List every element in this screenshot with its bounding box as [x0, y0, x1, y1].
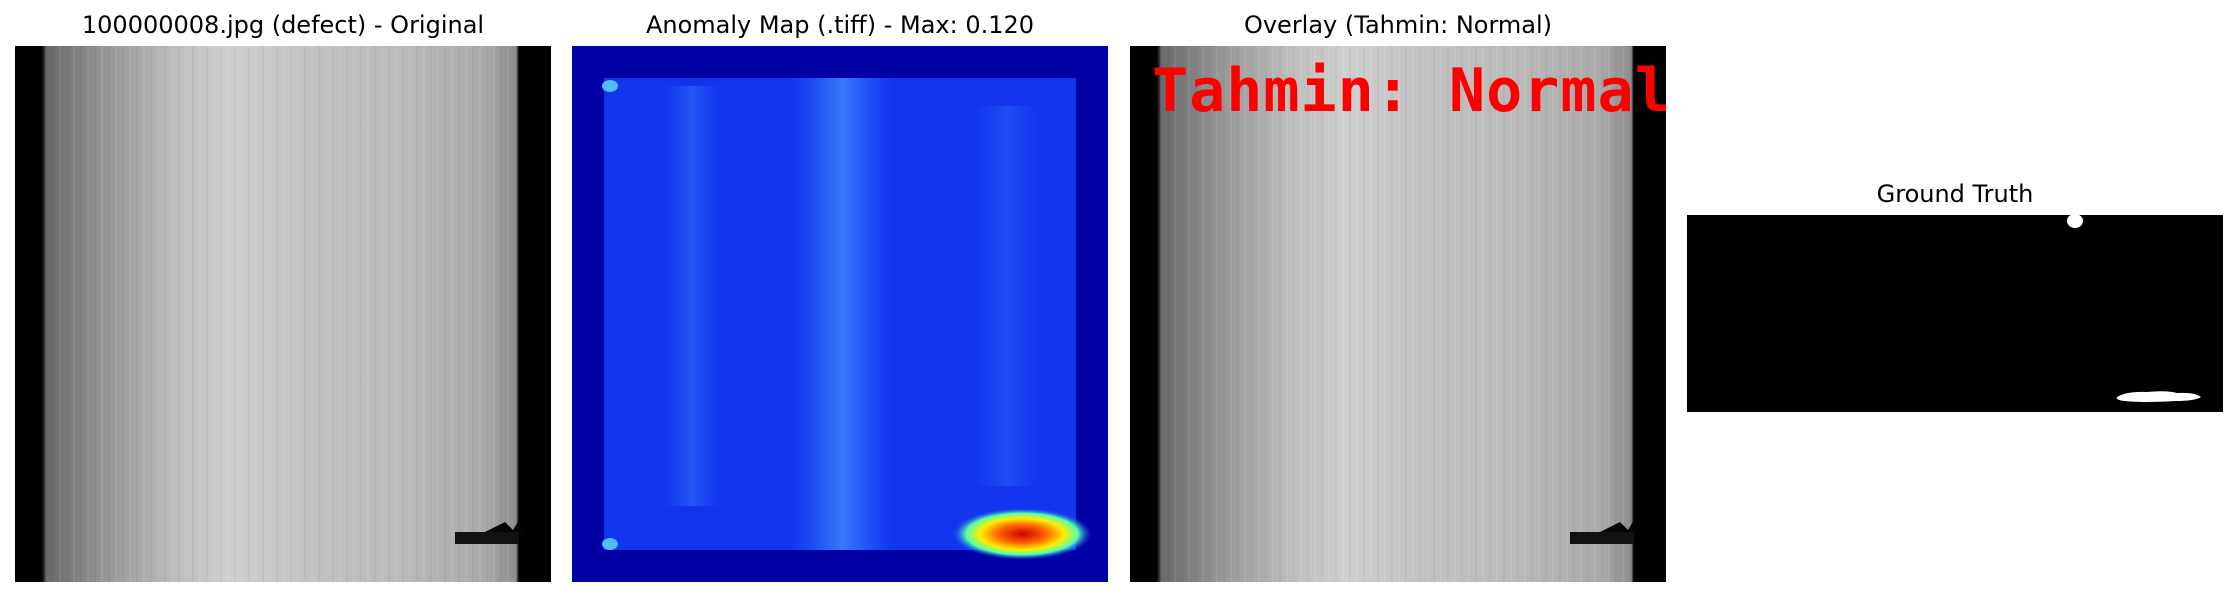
ground-truth-mask	[1687, 215, 2223, 412]
overlay-panel-title: Overlay (Tahmin: Normal)	[1243, 11, 1553, 39]
ground-truth-panel-title: Ground Truth	[1876, 180, 2034, 208]
anomaly-map-image	[572, 46, 1108, 582]
original-panel-title: 100000008.jpg (defect) - Original	[81, 11, 485, 39]
anomaly-map-panel-title: Anomaly Map (.tiff) - Max: 0.120	[645, 11, 1035, 39]
original-image	[15, 46, 551, 582]
overlay-image: Tahmin: Normal (0.	[1130, 46, 1666, 582]
